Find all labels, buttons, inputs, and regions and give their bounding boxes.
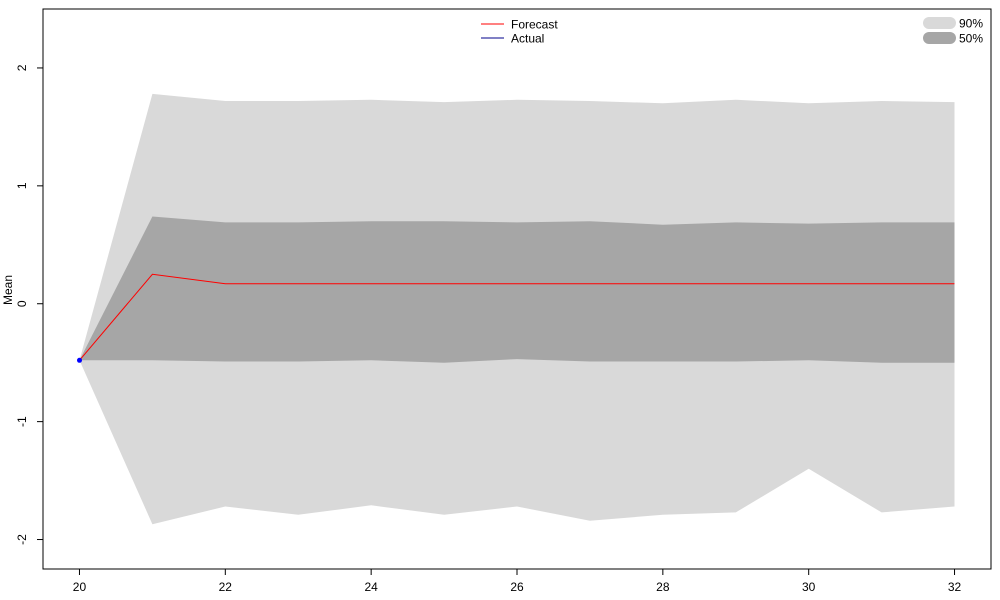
legend-90-label: 90%	[959, 17, 983, 31]
y-tick-label: -2	[15, 534, 29, 545]
actual-points	[77, 357, 82, 363]
forecast-bands	[79, 93, 955, 525]
y-tick-label: 2	[15, 64, 29, 71]
legend-50-label: 50%	[959, 32, 983, 46]
forecast-lines	[79, 273, 955, 361]
band-50-pct	[79, 216, 955, 363]
y-axis-label: Mean	[1, 275, 15, 305]
y-tick-label: 0	[15, 300, 29, 307]
y-tick-label: -1	[15, 416, 29, 427]
legend-lines: Forecast Actual	[481, 18, 558, 46]
legend-forecast-label: Forecast	[511, 18, 558, 32]
y-axis: -2 -1 0 1 2	[15, 64, 43, 545]
x-tick-label: 20	[73, 580, 87, 594]
x-tick-label: 26	[510, 580, 524, 594]
x-tick-label: 30	[802, 580, 816, 594]
series-point-actual	[77, 357, 82, 363]
y-tick-label: 1	[15, 182, 29, 189]
x-tick-label: 22	[219, 580, 233, 594]
x-axis: 20 22 24 26 28 30 32	[73, 569, 962, 594]
x-tick-label: 32	[948, 580, 962, 594]
series-line-forecast	[79, 273, 955, 361]
legend-actual-label: Actual	[511, 32, 544, 46]
x-tick-label: 28	[656, 580, 670, 594]
legend-bands: 90% 50%	[923, 17, 983, 46]
x-tick-label: 24	[364, 580, 378, 594]
